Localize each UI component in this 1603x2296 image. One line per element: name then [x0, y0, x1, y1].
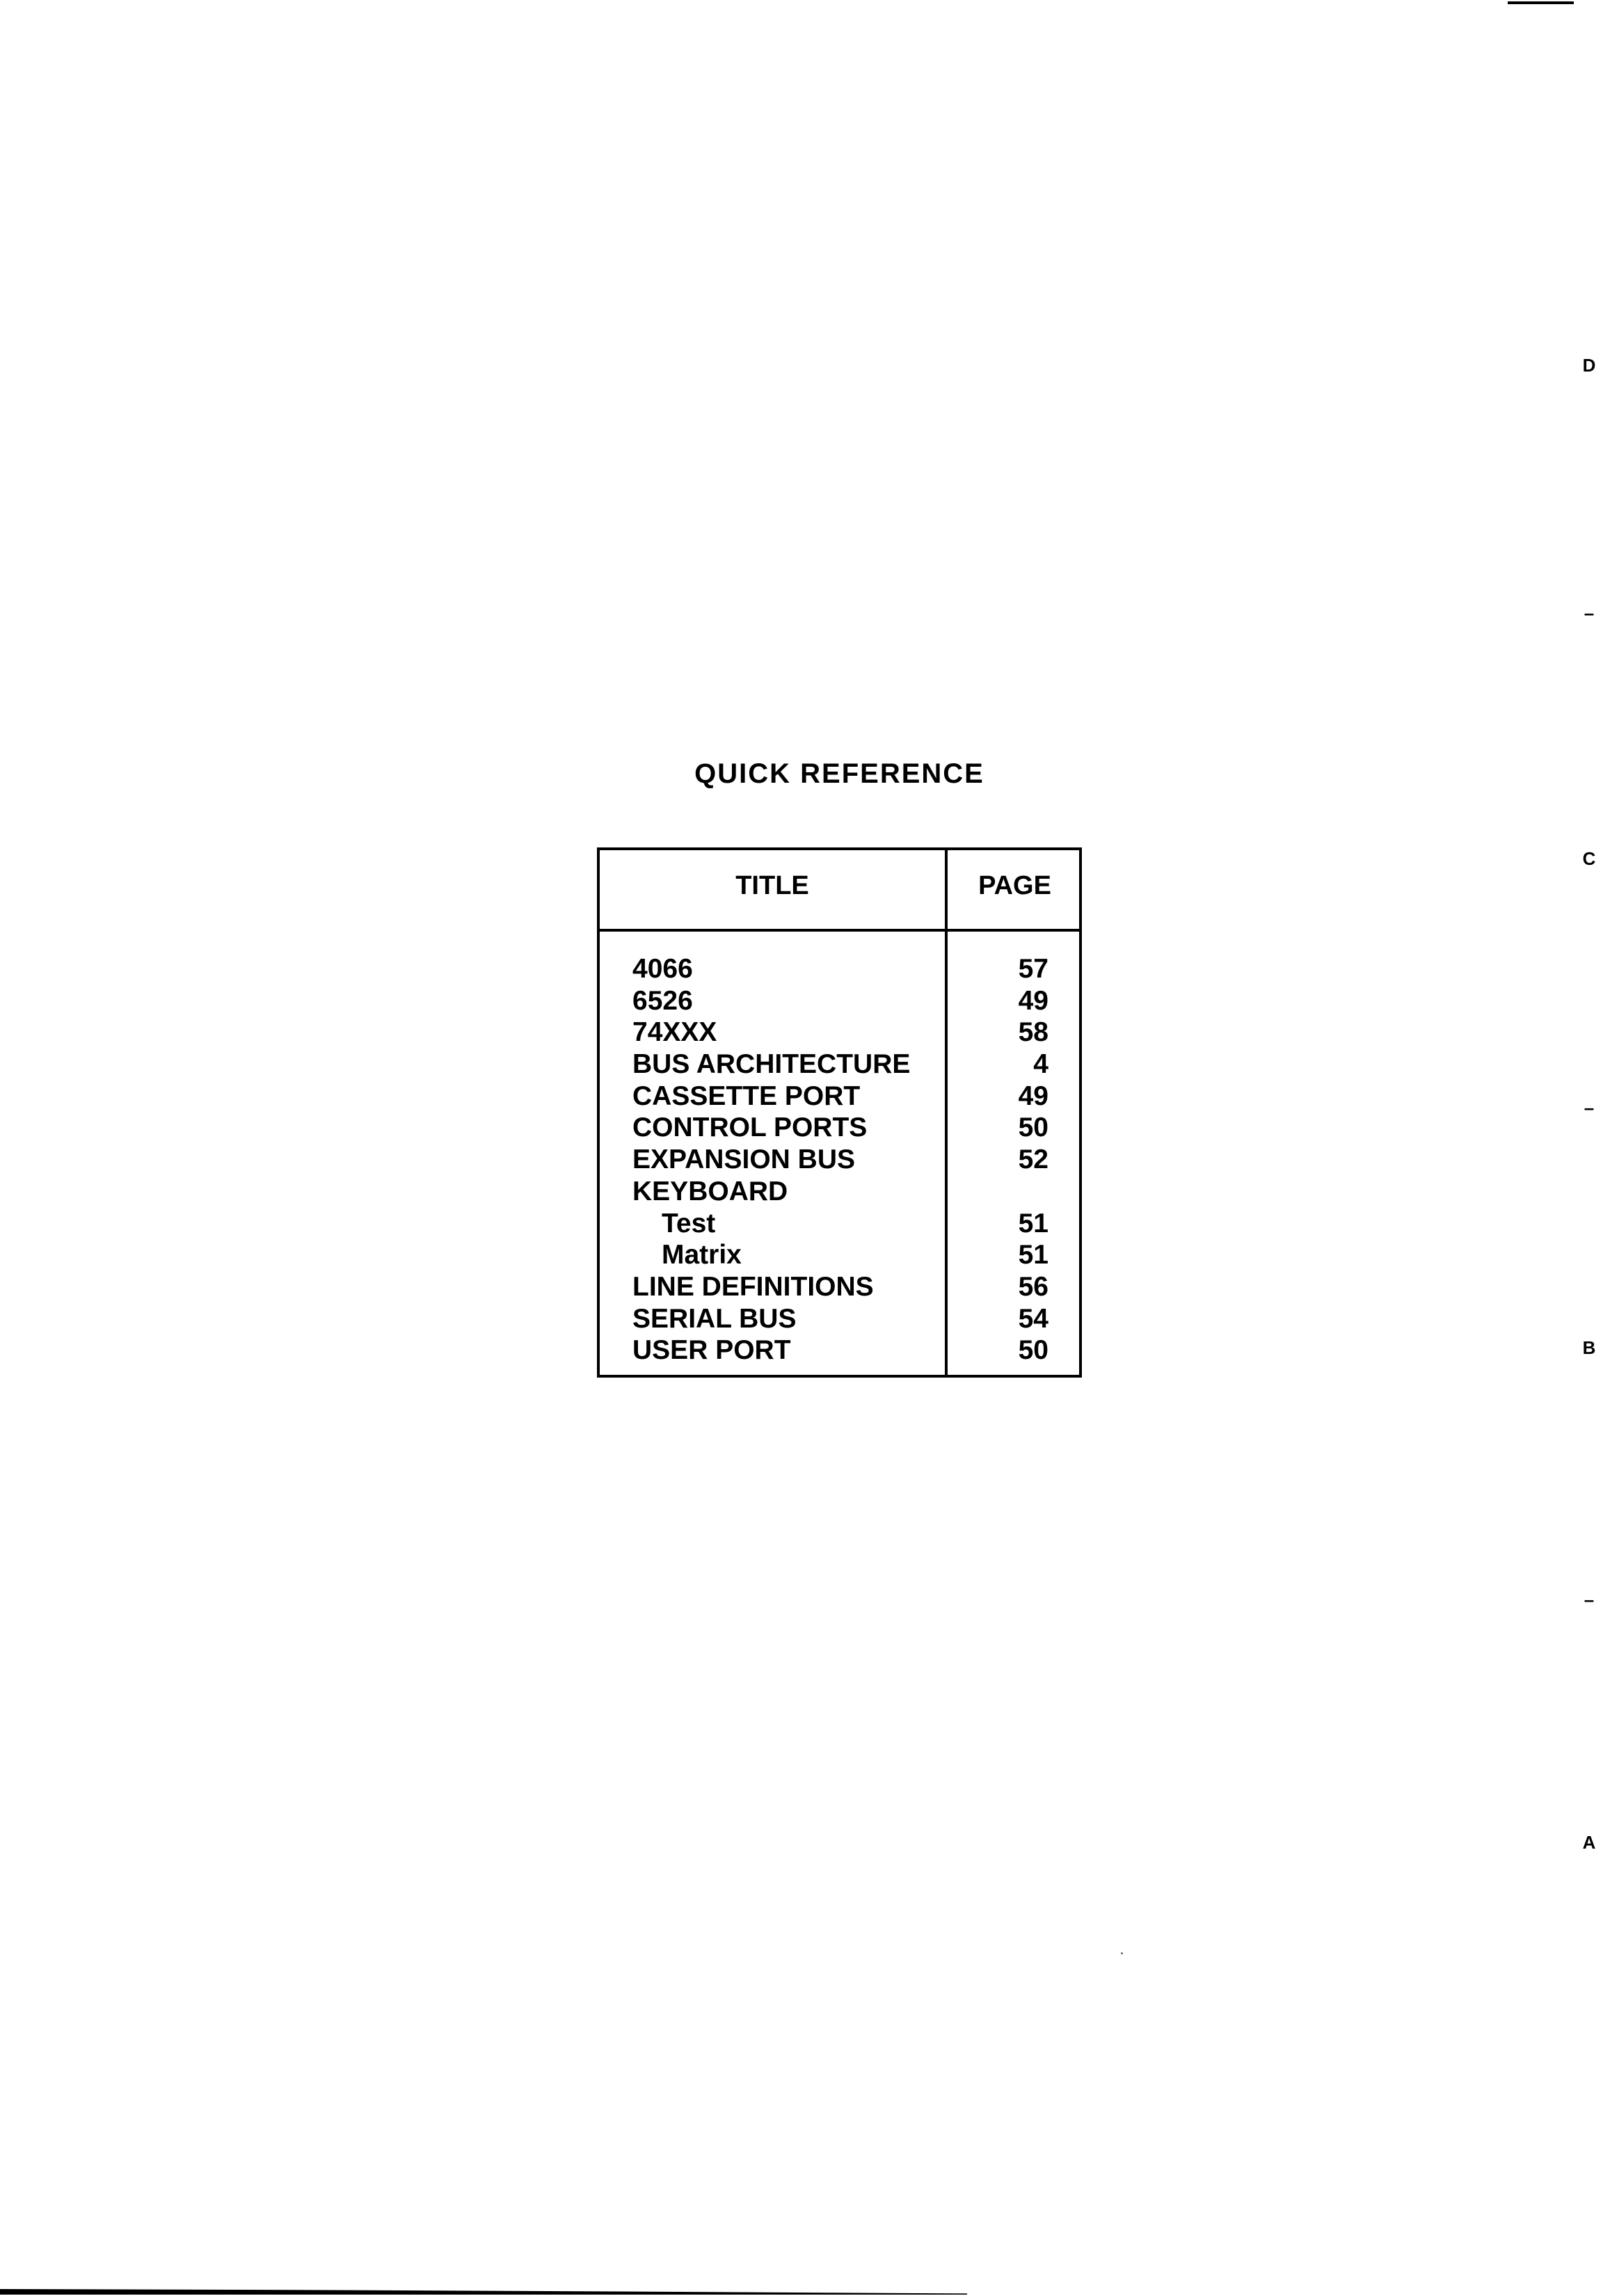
row-page: 49: [1018, 985, 1048, 1016]
zone-marker-b: B: [1582, 1337, 1596, 1358]
table-row: 6526 49: [600, 985, 1079, 1017]
zone-marker-d: D: [1582, 355, 1596, 376]
table-row: USER PORT 50: [600, 1334, 1079, 1366]
row-page: 56: [1018, 1271, 1048, 1302]
row-title: CONTROL PORTS: [632, 1113, 868, 1143]
table-row: KEYBOARD: [600, 1176, 1079, 1208]
table-row: BUS ARCHITECTURE 4: [600, 1049, 1079, 1081]
bottom-rule: [0, 2289, 967, 2295]
row-page: 57: [1018, 954, 1048, 984]
table-row: CASSETTE PORT 49: [600, 1081, 1079, 1113]
row-title: LINE DEFINITIONS: [632, 1271, 874, 1302]
row-title: USER PORT: [632, 1335, 791, 1366]
speck: [1121, 1952, 1123, 1954]
row-page: 54: [1018, 1303, 1048, 1334]
table-row: 74XXX 58: [600, 1017, 1079, 1049]
row-page: 58: [1018, 1017, 1048, 1048]
row-title: Matrix: [662, 1240, 742, 1270]
column-header-title: TITLE: [735, 871, 809, 900]
table-row: SERIAL BUS 54: [600, 1303, 1079, 1335]
row-title: 74XXX: [632, 1017, 717, 1048]
row-page: 51: [1018, 1208, 1048, 1238]
row-title: 4066: [632, 954, 693, 984]
row-page: 51: [1018, 1240, 1048, 1270]
table-row: Matrix 51: [600, 1239, 1079, 1271]
row-title: CASSETTE PORT: [632, 1081, 861, 1111]
row-title: KEYBOARD: [632, 1176, 788, 1206]
table-body: 4066 57 6526 49 74XXX 58 BUS ARCHITECTURE 4 CASS…: [600, 953, 1079, 1366]
zone-marker-a: A: [1582, 1832, 1596, 1853]
header-divider: [600, 929, 1079, 932]
zone-marker-c: C: [1582, 848, 1596, 869]
row-title: 6526: [632, 985, 693, 1016]
top-rule: [1508, 1, 1574, 4]
zone-divider-mark: –: [1584, 1589, 1595, 1610]
row-page: 50: [1018, 1335, 1048, 1366]
table-row: LINE DEFINITIONS 56: [600, 1271, 1079, 1303]
table-row: EXPANSION BUS 52: [600, 1144, 1079, 1176]
quick-reference-table: TITLE PAGE 4066 57 6526 49 74XXX 58 BUS ARCHIT…: [597, 847, 1082, 1378]
row-page: 4: [1033, 1049, 1048, 1080]
row-page: 52: [1018, 1145, 1048, 1175]
column-divider: [945, 850, 948, 1375]
table-row: 4066 57: [600, 953, 1079, 985]
page-title: QUICK REFERENCE: [694, 758, 984, 789]
zone-divider-mark: –: [1584, 603, 1595, 623]
row-title: BUS ARCHITECTURE: [632, 1049, 911, 1080]
row-page: 49: [1018, 1081, 1048, 1111]
zone-divider-mark: –: [1584, 1097, 1595, 1118]
row-title: Test: [662, 1208, 716, 1238]
row-title: SERIAL BUS: [632, 1303, 797, 1334]
column-header-page: PAGE: [978, 871, 1051, 900]
table-row: CONTROL PORTS 50: [600, 1112, 1079, 1144]
row-title: EXPANSION BUS: [632, 1145, 855, 1175]
table-row: Test 51: [600, 1208, 1079, 1240]
row-page: 50: [1018, 1113, 1048, 1143]
